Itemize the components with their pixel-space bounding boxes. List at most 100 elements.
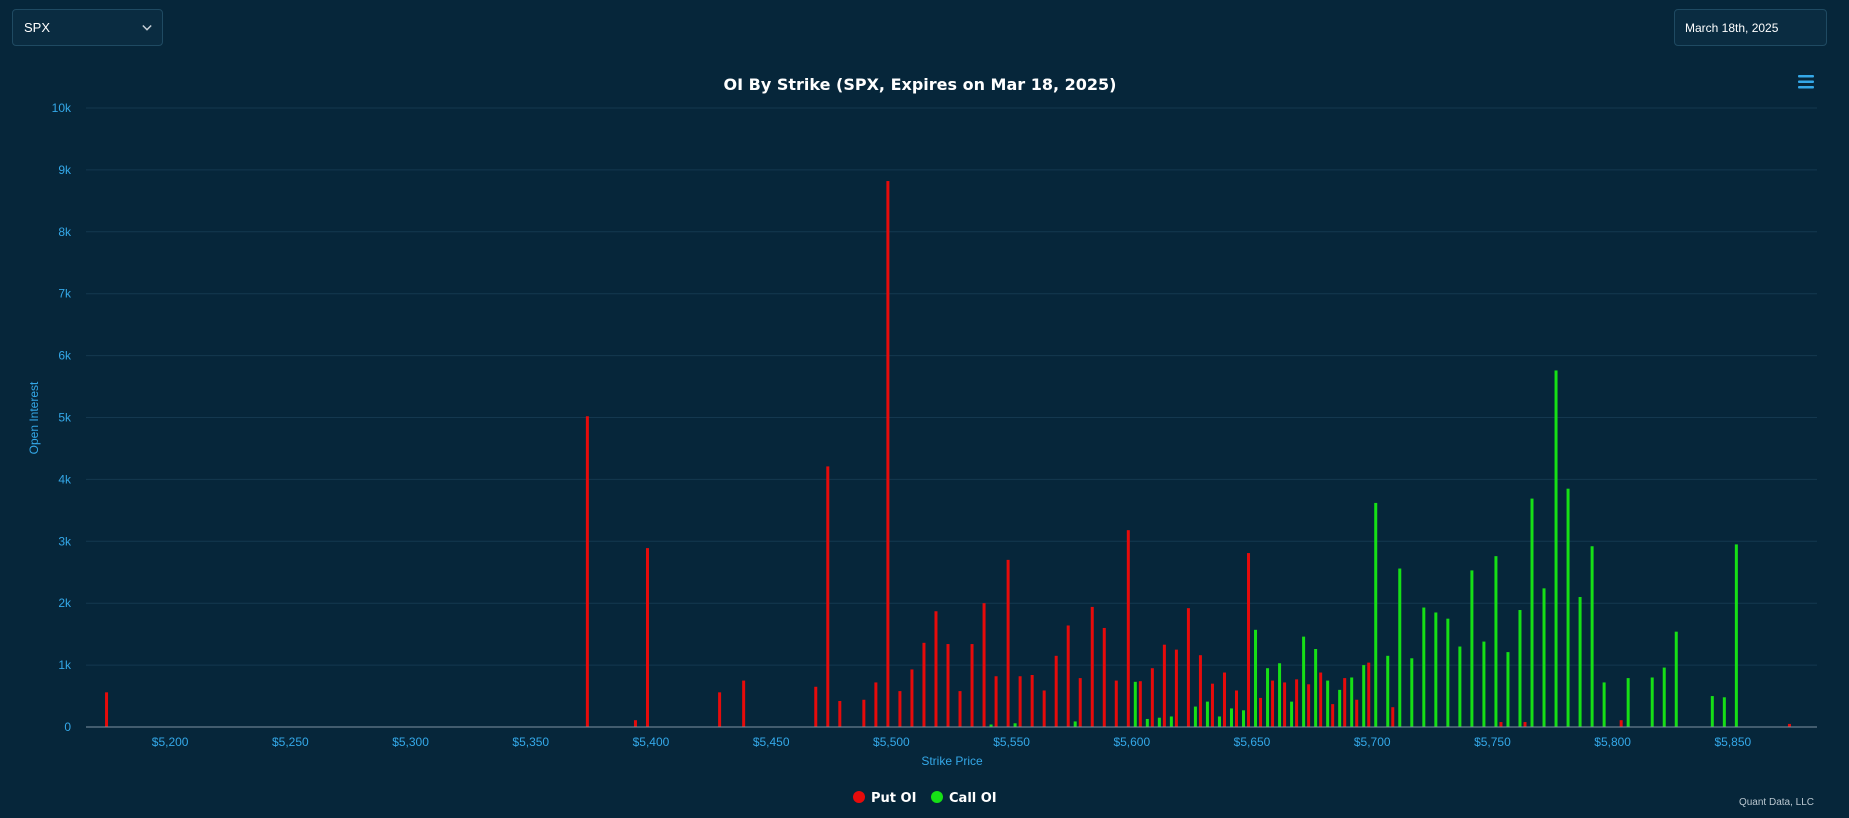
call-oi-bar[interactable] (1314, 649, 1318, 727)
put-oi-bar[interactable] (1102, 627, 1106, 727)
put-oi-bar[interactable] (838, 701, 842, 727)
put-oi-bar[interactable] (1186, 608, 1190, 727)
call-oi-bar[interactable] (1278, 663, 1282, 727)
put-oi-bar[interactable] (1367, 662, 1371, 727)
put-oi-bar[interactable] (1078, 678, 1082, 727)
put-oi-bar[interactable] (1198, 655, 1202, 727)
call-oi-bar[interactable] (1734, 544, 1738, 727)
put-oi-bar[interactable] (814, 686, 818, 727)
legend-item-call[interactable]: Call OI (931, 791, 997, 806)
call-oi-bar[interactable] (1266, 668, 1270, 727)
put-oi-bar[interactable] (1271, 680, 1275, 727)
put-oi-bar[interactable] (1018, 676, 1022, 727)
call-oi-bar[interactable] (989, 724, 993, 727)
call-oi-bar[interactable] (1626, 678, 1630, 727)
call-oi-bar[interactable] (1506, 652, 1510, 727)
call-oi-bar[interactable] (1422, 607, 1426, 727)
call-oi-bar[interactable] (1398, 568, 1402, 727)
put-oi-bar[interactable] (874, 682, 878, 727)
call-oi-bar[interactable] (1542, 588, 1546, 727)
legend-item-put[interactable]: Put OI (853, 791, 916, 806)
call-oi-bar[interactable] (1590, 546, 1594, 727)
put-oi-bar[interactable] (1307, 684, 1311, 727)
call-oi-bar[interactable] (1674, 631, 1678, 727)
call-oi-bar[interactable] (1446, 618, 1450, 727)
put-oi-bar[interactable] (1054, 655, 1058, 727)
call-oi-bar[interactable] (1350, 677, 1354, 727)
put-oi-bar[interactable] (934, 611, 938, 727)
put-oi-bar[interactable] (1210, 683, 1214, 727)
expiration-date-picker[interactable]: March 18th, 2025 (1674, 9, 1827, 46)
call-oi-bar[interactable] (1494, 556, 1498, 727)
chart-menu-button[interactable] (1792, 70, 1820, 94)
call-oi-bar[interactable] (1362, 665, 1366, 727)
put-oi-bar[interactable] (633, 720, 637, 727)
put-oi-bar[interactable] (742, 680, 746, 727)
put-oi-bar[interactable] (718, 692, 722, 727)
call-oi-bar[interactable] (1578, 597, 1582, 727)
call-oi-bar[interactable] (1193, 706, 1197, 727)
call-oi-bar[interactable] (1242, 710, 1245, 727)
put-oi-bar[interactable] (1042, 690, 1046, 727)
call-oi-bar[interactable] (1530, 498, 1534, 727)
call-oi-bar[interactable] (1205, 701, 1209, 727)
put-oi-bar[interactable] (826, 466, 830, 727)
put-oi-bar[interactable] (585, 416, 589, 727)
put-oi-bar[interactable] (645, 548, 649, 727)
call-oi-bar[interactable] (1554, 370, 1558, 727)
put-oi-bar[interactable] (886, 181, 890, 728)
call-oi-bar[interactable] (1434, 612, 1438, 727)
call-oi-bar[interactable] (1217, 716, 1221, 727)
put-oi-bar[interactable] (1126, 530, 1130, 727)
call-oi-bar[interactable] (1482, 641, 1486, 727)
put-oi-bar[interactable] (1090, 606, 1094, 727)
call-oi-bar[interactable] (1458, 646, 1462, 727)
call-oi-bar[interactable] (1518, 610, 1522, 727)
put-oi-bar[interactable] (1283, 682, 1287, 727)
put-oi-bar[interactable] (1235, 690, 1238, 727)
call-oi-bar[interactable] (1169, 716, 1173, 727)
call-oi-bar[interactable] (1326, 680, 1330, 727)
put-oi-bar[interactable] (1247, 553, 1251, 727)
call-oi-bar[interactable] (1073, 721, 1077, 727)
call-oi-bar[interactable] (1157, 717, 1161, 727)
put-oi-bar[interactable] (1343, 678, 1347, 727)
put-oi-bar[interactable] (910, 669, 914, 727)
put-oi-bar[interactable] (1319, 672, 1323, 727)
call-oi-bar[interactable] (1302, 636, 1306, 727)
put-oi-bar[interactable] (1162, 644, 1166, 727)
put-oi-bar[interactable] (1030, 675, 1034, 727)
put-oi-bar[interactable] (1114, 680, 1118, 727)
put-oi-bar[interactable] (1150, 668, 1154, 727)
call-oi-bar[interactable] (1602, 682, 1606, 727)
put-oi-bar[interactable] (862, 699, 866, 727)
put-oi-bar[interactable] (898, 691, 902, 727)
put-oi-bar[interactable] (970, 644, 974, 727)
put-oi-bar[interactable] (946, 644, 950, 727)
put-oi-bar[interactable] (994, 676, 998, 727)
call-oi-bar[interactable] (1145, 718, 1149, 727)
put-oi-bar[interactable] (1523, 722, 1527, 727)
ticker-select[interactable]: SPX (12, 9, 163, 46)
call-oi-bar[interactable] (1650, 677, 1654, 727)
put-oi-bar[interactable] (958, 691, 962, 727)
put-oi-bar[interactable] (105, 692, 109, 727)
call-oi-bar[interactable] (1229, 708, 1233, 727)
call-oi-bar[interactable] (1470, 570, 1474, 727)
put-oi-bar[interactable] (922, 642, 926, 727)
call-oi-bar[interactable] (1374, 502, 1378, 727)
call-oi-bar[interactable] (1338, 689, 1342, 727)
put-oi-bar[interactable] (1619, 720, 1623, 727)
put-oi-bar[interactable] (1499, 722, 1503, 727)
call-oi-bar[interactable] (1254, 629, 1258, 727)
put-oi-bar[interactable] (982, 603, 986, 727)
put-oi-bar[interactable] (1295, 679, 1299, 727)
call-oi-bar[interactable] (1710, 696, 1714, 727)
put-oi-bar[interactable] (1787, 723, 1791, 727)
call-oi-bar[interactable] (1722, 697, 1726, 727)
call-oi-bar[interactable] (1566, 488, 1570, 727)
call-oi-bar[interactable] (1410, 658, 1414, 727)
call-oi-bar[interactable] (1133, 681, 1137, 727)
put-oi-bar[interactable] (1138, 681, 1142, 727)
put-oi-bar[interactable] (1174, 649, 1178, 727)
